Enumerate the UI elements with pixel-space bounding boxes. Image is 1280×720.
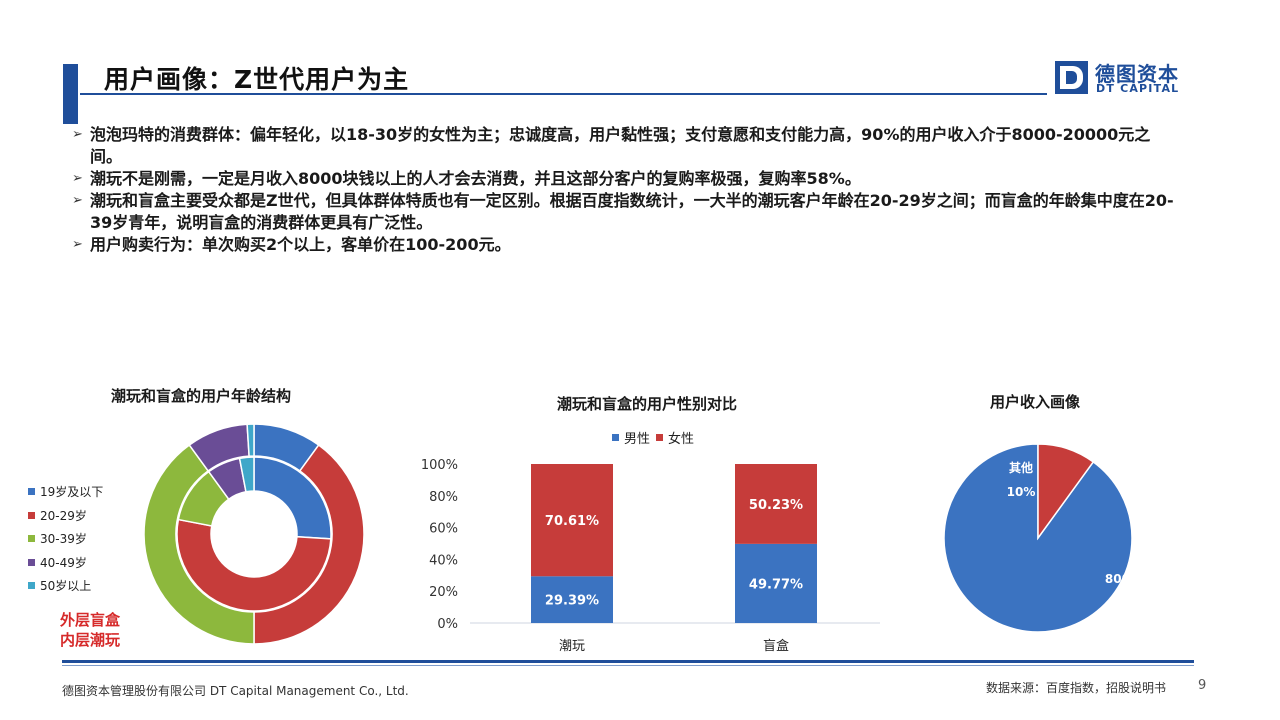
footer-company: 德图资本管理股份有限公司 DT Capital Management Co., … bbox=[62, 684, 409, 698]
legend-item: 男性 bbox=[612, 428, 650, 447]
footer-divider bbox=[62, 660, 1194, 663]
y-tick-label: 40% bbox=[429, 553, 458, 568]
bullet-text: 潮玩和盲盒主要受众都是Z世代，但具体群体特质也有一定区别。根据百度指数统计，一大… bbox=[90, 191, 1174, 232]
inner-ring-segment bbox=[176, 518, 332, 612]
income-chart-title: 用户收入画像 bbox=[990, 393, 1081, 411]
legend-item: 20-29岁 bbox=[28, 504, 103, 528]
x-category-label: 潮玩 bbox=[559, 639, 585, 654]
page-number: 9 bbox=[1198, 678, 1207, 693]
bullet-item: ➢ 泡泡玛特的消费群体：偏年轻化，以18-30岁的女性为主；忠诚度高，用户黏性强；… bbox=[72, 124, 1182, 168]
bar-segment bbox=[735, 543, 817, 623]
legend-item: 30-39岁 bbox=[28, 527, 103, 551]
bullet-text: 泡泡玛特的消费群体：偏年轻化，以18-30岁的女性为主；忠诚度高，用户黏性强；支… bbox=[90, 125, 1151, 166]
y-tick-label: 60% bbox=[429, 522, 458, 537]
legend-item: 19岁及以下 bbox=[28, 480, 103, 504]
dt-capital-logo: 德图资本 DT CAPITAL bbox=[1055, 61, 1225, 101]
legend-swatch bbox=[28, 535, 35, 543]
legend-swatch bbox=[28, 582, 35, 590]
bar-data-label: 29.39% bbox=[545, 594, 599, 609]
bullet-item: ➢ 潮玩和盲盒主要受众都是Z世代，但具体群体特质也有一定区别。根据百度指数统计，一… bbox=[72, 190, 1182, 234]
legend-swatch bbox=[28, 488, 35, 496]
gender-chart-legend: 男性 女性 bbox=[612, 428, 700, 447]
arrow-bullet-icon: ➢ bbox=[72, 237, 83, 252]
summary-bullets: ➢ 泡泡玛特的消费群体：偏年轻化，以18-30岁的女性为主；忠诚度高，用户黏性强；… bbox=[72, 124, 1182, 256]
bar-segment bbox=[735, 464, 817, 544]
legend-item: 50岁以上 bbox=[28, 574, 103, 598]
bar-data-label: 70.61% bbox=[545, 514, 599, 529]
arrow-bullet-icon: ➢ bbox=[72, 193, 83, 208]
age-chart-legend: 19岁及以下 20-29岁 30-39岁 40-49岁 50岁以上 bbox=[28, 480, 103, 598]
legend-swatch bbox=[28, 558, 35, 566]
legend-label: 20-29岁 bbox=[40, 508, 87, 523]
inner-ring-segment bbox=[238, 456, 255, 493]
footer-divider-thin bbox=[62, 665, 1194, 666]
logo-chinese-name: 德图资本 bbox=[1095, 62, 1179, 86]
legend-label: 女性 bbox=[668, 432, 695, 447]
bullet-item: ➢ 潮玩不是刚需，一定是月收入8000块钱以上的人才会去消费，并且这部分客户的复购… bbox=[72, 168, 1182, 190]
pie-value-label: 90% bbox=[1131, 594, 1140, 608]
age-donut-chart bbox=[143, 423, 365, 645]
arrow-bullet-icon: ➢ bbox=[72, 171, 83, 186]
bullet-text: 潮玩不是刚需，一定是月收入8000块钱以上的人才会去消费，并且这部分客户的复购率… bbox=[90, 169, 861, 188]
note-outer-line: 外层盲盒 bbox=[60, 611, 121, 629]
donut-layer-note: 外层盲盒 内层潮玩 bbox=[60, 610, 120, 650]
y-tick-label: 80% bbox=[429, 490, 458, 505]
legend-item: 女性 bbox=[656, 428, 694, 447]
outer-ring-segment bbox=[246, 423, 255, 457]
y-tick-label: 20% bbox=[429, 585, 458, 600]
bar-segment bbox=[531, 464, 613, 577]
legend-item: 40-49岁 bbox=[28, 551, 103, 575]
gender-chart-title: 潮玩和盲盒的用户性别对比 bbox=[557, 395, 738, 413]
pie-slice-label: 8000-20000 bbox=[1105, 572, 1140, 586]
pie-slice bbox=[1037, 443, 1095, 541]
legend-swatch bbox=[28, 511, 35, 519]
outer-ring-segment bbox=[253, 443, 365, 645]
bar-data-label: 49.77% bbox=[749, 577, 803, 592]
footer-source: 数据来源：百度指数，招股说明书 bbox=[986, 681, 1167, 695]
title-divider bbox=[80, 93, 1047, 95]
pie-value-label: 10% bbox=[1007, 485, 1036, 499]
legend-label: 19岁及以下 bbox=[40, 485, 104, 500]
legend-label: 50岁以上 bbox=[40, 579, 92, 594]
page-title: 用户画像：Z世代用户为主 bbox=[104, 65, 410, 94]
legend-swatch bbox=[656, 434, 664, 441]
note-inner-line: 内层潮玩 bbox=[60, 631, 121, 649]
y-tick-label: 0% bbox=[437, 617, 458, 632]
legend-label: 30-39岁 bbox=[40, 532, 87, 547]
inner-ring-segment bbox=[253, 456, 332, 540]
pie-slice-label: 其他 bbox=[1009, 460, 1033, 475]
bullet-item: ➢ 用户购卖行为：单次购买2个以上，客单价在100-200元。 bbox=[72, 234, 1182, 256]
arrow-bullet-icon: ➢ bbox=[72, 127, 83, 142]
x-category-label: 盲盒 bbox=[763, 638, 789, 654]
age-chart-title: 潮玩和盲盒的用户年龄结构 bbox=[111, 387, 292, 405]
y-tick-label: 100% bbox=[421, 458, 458, 473]
legend-swatch bbox=[612, 434, 619, 441]
logo-english-name: DT CAPITAL bbox=[1096, 82, 1180, 95]
bullet-text: 用户购卖行为：单次购买2个以上，客单价在100-200元。 bbox=[90, 235, 511, 254]
income-pie-chart: 8000-20000 90% 其他 10% bbox=[943, 443, 1140, 633]
legend-label: 40-49岁 bbox=[40, 555, 87, 570]
bar-data-label: 50.23% bbox=[749, 498, 803, 513]
legend-label: 男性 bbox=[624, 432, 651, 447]
title-accent-bar bbox=[63, 64, 78, 124]
outer-ring-segment bbox=[143, 443, 255, 645]
dt-logo-icon bbox=[1055, 61, 1088, 94]
bar-segment bbox=[531, 576, 613, 623]
gender-bar-chart: 0% 20% 40% 60% 80% 100% 29.39% 70.61% 潮玩 49.77% 50… bbox=[421, 458, 880, 654]
